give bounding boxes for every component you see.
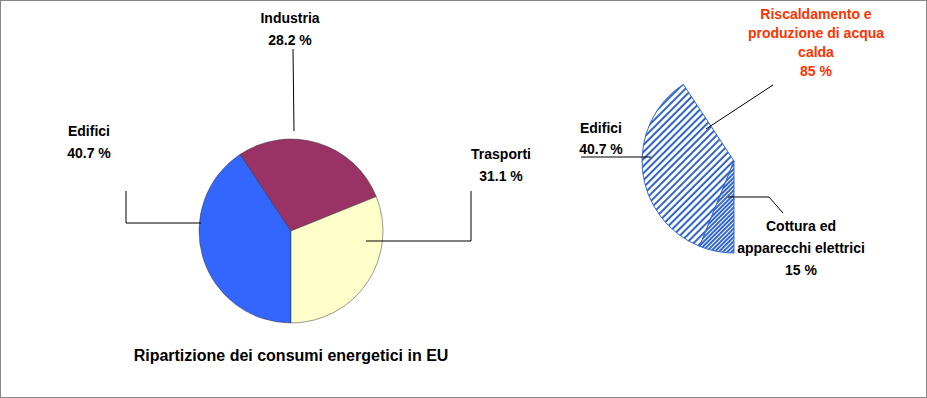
- svg-text:31.1 %: 31.1 %: [479, 168, 523, 184]
- svg-text:28.2 %: 28.2 %: [268, 32, 312, 48]
- svg-text:produzione di acqua: produzione di acqua: [748, 25, 884, 41]
- svg-text:15 %: 15 %: [785, 262, 817, 278]
- svg-text:calda: calda: [798, 44, 834, 60]
- svg-text:Riscaldamento e: Riscaldamento e: [760, 6, 871, 22]
- svg-text:Cottura ed: Cottura ed: [766, 218, 836, 234]
- svg-text:apparecchi elettrici: apparecchi elettrici: [737, 240, 865, 256]
- svg-text:40.7 %: 40.7 %: [579, 141, 623, 157]
- svg-text:40.7 %: 40.7 %: [67, 145, 111, 161]
- svg-text:Trasporti: Trasporti: [471, 146, 531, 162]
- svg-text:Industria: Industria: [260, 10, 319, 26]
- svg-text:Edifici: Edifici: [580, 120, 622, 136]
- svg-text:Edifici: Edifici: [68, 123, 110, 139]
- svg-text:85 %: 85 %: [800, 63, 832, 79]
- svg-text:Ripartizione dei consumi energ: Ripartizione dei consumi energetici in E…: [134, 347, 449, 364]
